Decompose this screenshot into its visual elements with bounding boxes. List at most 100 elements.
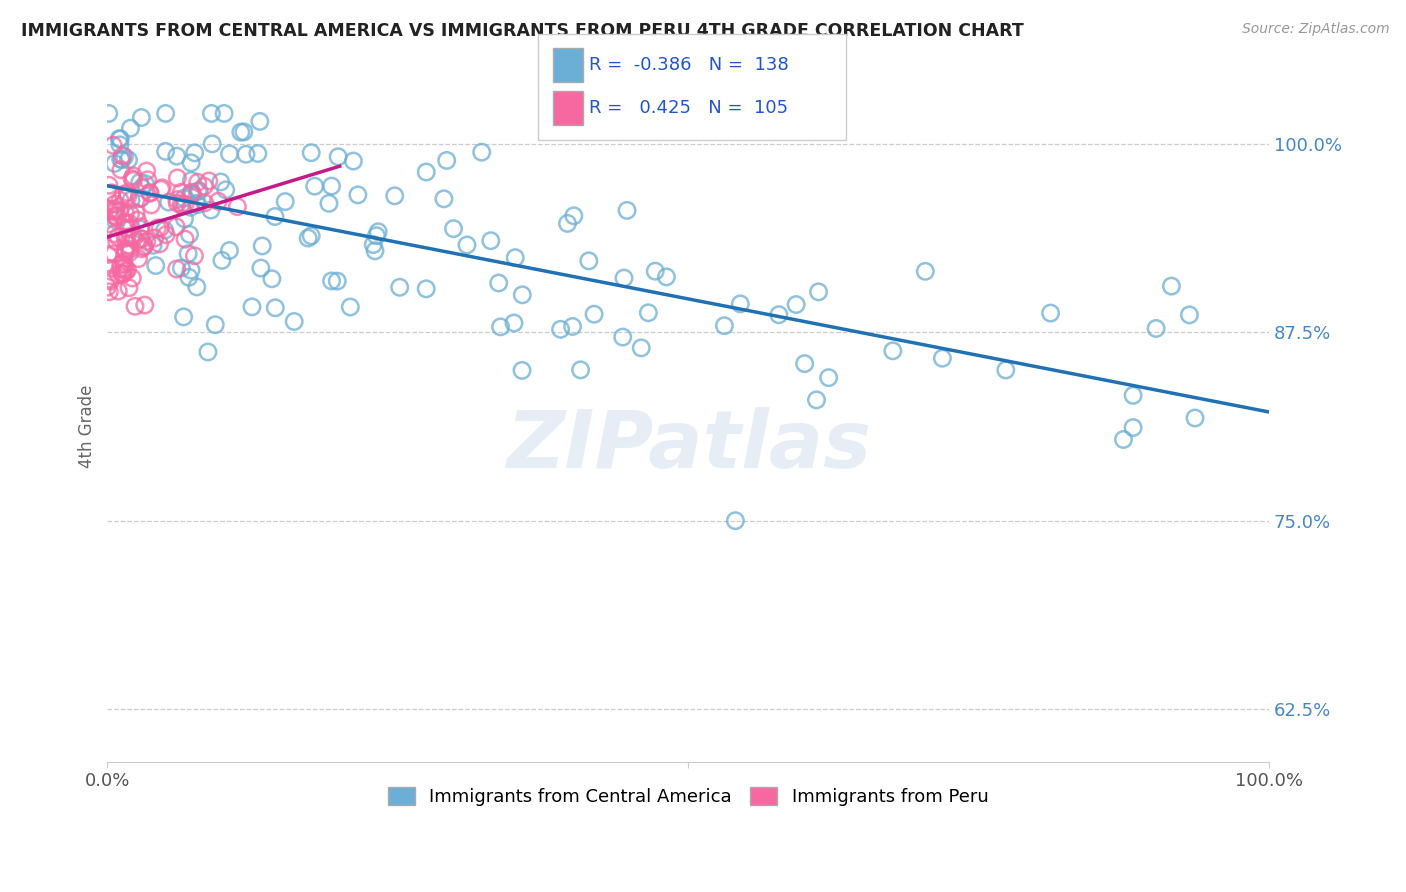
Point [134,239,156,253]
Point [630,341,652,355]
Point [388,280,411,294]
Point [174,232,197,246]
Point [100,274,122,288]
Point [105,211,128,225]
Point [226,200,249,214]
Point [807,285,830,299]
Point [166,170,188,185]
Point [98,202,121,217]
Point [713,318,735,333]
Point [149,221,172,235]
Text: R =   0.425   N =  105: R = 0.425 N = 105 [589,99,789,117]
Point [1122,388,1144,402]
Point [105,235,128,249]
Y-axis label: 4th Grade: 4th Grade [79,384,96,468]
Point [98,272,121,286]
Point [98,217,121,231]
Point [112,261,135,276]
Point [111,149,134,163]
Point [249,114,271,128]
Point [1178,308,1201,322]
Point [180,200,202,214]
Legend: Immigrants from Central America, Immigrants from Peru: Immigrants from Central America, Immigra… [381,780,995,814]
Point [166,193,188,207]
Point [188,184,211,198]
Point [361,237,384,252]
Point [218,146,240,161]
Point [364,244,387,258]
Point [153,223,176,237]
Point [103,227,125,241]
Point [415,282,437,296]
Point [1160,279,1182,293]
Point [125,206,148,220]
Point [97,106,120,120]
Point [145,259,167,273]
Point [616,203,638,218]
Point [98,178,121,193]
Point [806,392,828,407]
Point [179,227,201,242]
Point [132,240,155,254]
Point [118,245,141,260]
Point [569,363,592,377]
Point [173,211,195,226]
Point [131,111,153,125]
Point [155,227,177,242]
Point [232,125,254,139]
Point [155,106,177,120]
Point [250,261,273,276]
Point [97,247,120,261]
Point [135,235,157,249]
Point [115,216,138,230]
Point [170,185,193,199]
Point [122,230,145,244]
Point [114,242,136,256]
Point [170,260,193,275]
Point [488,276,510,290]
Point [212,106,235,120]
Point [129,219,152,234]
Point [122,169,145,183]
Point [637,306,659,320]
Point [110,132,132,146]
Point [240,300,263,314]
Point [104,209,127,223]
Point [120,193,142,207]
Point [136,173,159,187]
Point [107,267,129,281]
Point [165,219,187,234]
Point [201,136,224,151]
Point [173,191,195,205]
Point [108,131,131,145]
Point [135,164,157,178]
Point [326,274,349,288]
Point [104,212,127,227]
Point [1184,411,1206,425]
Point [121,271,143,285]
Point [436,153,458,168]
Point [114,215,136,229]
Point [180,263,202,277]
Point [252,239,274,253]
Point [180,173,202,187]
Point [260,272,283,286]
Point [194,196,217,211]
Point [200,203,222,218]
Point [107,284,129,298]
Point [131,232,153,246]
Point [134,177,156,191]
Point [882,343,904,358]
Point [100,186,122,200]
Point [115,230,138,244]
Point [793,357,815,371]
Point [157,195,180,210]
Point [200,106,222,120]
Point [304,179,326,194]
Point [117,186,139,200]
Point [100,186,122,200]
Point [112,187,135,202]
Point [181,187,204,202]
Point [183,145,205,160]
Point [104,202,127,217]
